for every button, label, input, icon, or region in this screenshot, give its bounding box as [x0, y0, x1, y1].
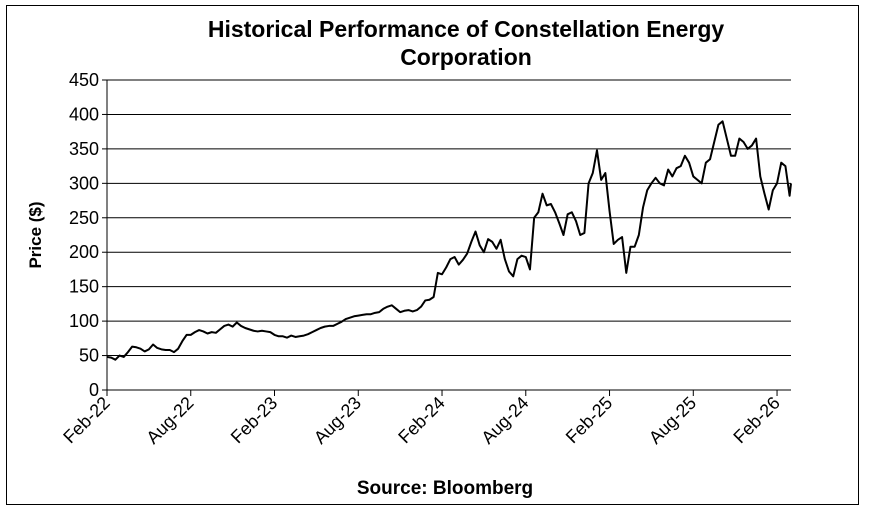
series-layer: [106, 120, 792, 361]
x-tick-label-Aug-24: Aug-24: [477, 393, 532, 448]
x-tick-label-Feb-25: Feb-25: [562, 393, 616, 447]
y-tick-label-50: 50: [79, 346, 99, 366]
x-tick-label-Feb-23: Feb-23: [227, 393, 281, 447]
y-tick-label-150: 150: [69, 277, 99, 297]
y-tick-label-300: 300: [69, 173, 99, 193]
chart-title-line-2: Corporation: [400, 44, 532, 70]
series-line-0: [106, 120, 792, 361]
y-tick-label-200: 200: [69, 242, 99, 262]
x-tick-label-Feb-24: Feb-24: [394, 393, 448, 447]
source-label: Source: Bloomberg: [357, 478, 533, 499]
y-axis-label: Price ($): [26, 201, 45, 268]
x-tick-label-Aug-23: Aug-23: [310, 393, 365, 448]
chart-frame: [6, 5, 859, 505]
y-tick-label-250: 250: [69, 208, 99, 228]
x-tick-label-Aug-22: Aug-22: [142, 393, 197, 448]
y-tick-label-400: 400: [69, 104, 99, 124]
x-tick-label-Feb-22: Feb-22: [59, 393, 113, 447]
x-axis-ticks: Feb-22 Aug-22 Feb-23 Aug-23 Feb-24 Aug-24 Feb-…: [59, 390, 784, 448]
gridlines: [107, 79, 791, 357]
x-tick-label-Aug-25: Aug-25: [645, 393, 700, 448]
x-tick-label-Feb-26: Feb-26: [729, 393, 783, 447]
y-tick-label-100: 100: [69, 311, 99, 331]
y-axis-ticks: 0 50 100 150 200 250 300 350 400 450: [69, 70, 107, 400]
y-tick-label-350: 350: [69, 139, 99, 159]
y-tick-label-0: 0: [89, 380, 99, 400]
y-tick-label-450: 450: [69, 70, 99, 90]
chart-title-line-1: Historical Performance of Constellation …: [208, 16, 725, 42]
